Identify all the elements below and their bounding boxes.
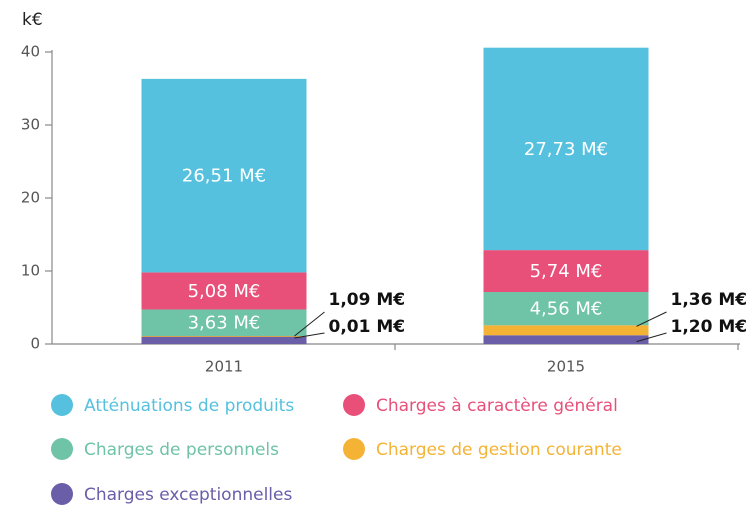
leader-line [636,311,667,327]
legend-marker [51,483,73,505]
value-label: 1,20 M€ [671,317,748,337]
bar-segment [141,78,307,273]
value-label: 3,63 M€ [188,313,261,334]
legend-marker [51,394,73,416]
bar-segment [483,250,649,293]
y-tick-label: 40 [21,43,40,61]
bar-segment [141,272,307,310]
bar-segment [141,309,307,336]
value-label: 27,73 M€ [524,139,608,160]
legend-label: Charges de gestion courante [376,440,622,460]
bar-segment [483,325,649,336]
bar-segment [141,336,307,344]
y-tick-label: 30 [21,116,40,134]
legend-label: Charges à caractère général [376,396,618,416]
value-label: 1,09 M€ [329,290,406,310]
value-label: 1,36 M€ [671,290,748,310]
leader-line [294,332,325,339]
legend-marker [51,438,73,460]
y-tick-label: 10 [21,262,40,280]
y-axis-label: k€ [22,10,43,30]
value-label: 4,56 M€ [530,299,603,320]
x-tick-label: 2015 [547,358,585,376]
bar-segment [483,335,649,344]
leader-line [636,332,667,343]
x-tick-label: 2011 [205,358,243,376]
value-label: 5,74 M€ [530,261,603,282]
y-tick-label: 20 [21,189,40,207]
legend-label: Charges de personnels [84,440,279,460]
y-tick-label: 0 [30,335,40,353]
value-label: 0,01 M€ [329,317,406,337]
bar-segment [141,335,307,337]
value-label: 5,08 M€ [188,281,261,302]
leader-line [294,311,325,337]
value-label: 26,51 M€ [182,166,266,187]
legend-label: Atténuations de produits [84,396,294,416]
bar-segment [483,47,649,251]
legend-marker [343,394,365,416]
bar-segment [483,292,649,326]
legend-label: Charges exceptionnelles [84,485,292,505]
legend-marker [343,438,365,460]
